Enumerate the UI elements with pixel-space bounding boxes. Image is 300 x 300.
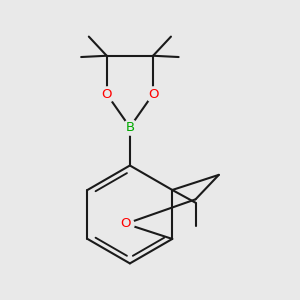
Text: O: O [148,88,158,100]
Text: B: B [125,121,134,134]
Text: O: O [121,217,131,230]
Text: O: O [101,88,112,100]
